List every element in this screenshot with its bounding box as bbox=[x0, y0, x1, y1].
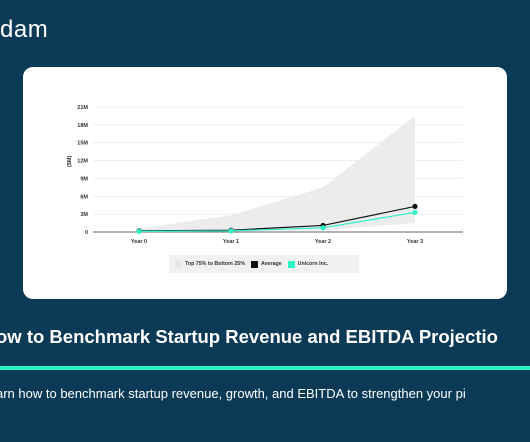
y-axis-label: ($M) bbox=[67, 156, 73, 167]
average-swatch bbox=[250, 260, 258, 268]
chart-legend: Top 75% to Bottom 25% Average Unicorn In… bbox=[169, 255, 359, 273]
x-tick-label: Year 3 bbox=[407, 239, 423, 245]
range-swatch bbox=[175, 260, 182, 268]
y-tick-label: 3M bbox=[80, 212, 88, 218]
x-tick-label: Year 2 bbox=[315, 239, 331, 245]
unicorn-swatch bbox=[287, 260, 295, 268]
page-title[interactable]: ow to Benchmark Startup Revenue and EBIT… bbox=[0, 326, 498, 347]
series-line-unicorn bbox=[138, 211, 416, 233]
x-tick-labels: Year 0 Year 1 Year 2 Year 3 bbox=[131, 239, 423, 245]
chart-series bbox=[136, 203, 418, 235]
page-subtitle: arn how to benchmark startup revenue, gr… bbox=[0, 386, 466, 401]
chart-grid bbox=[93, 106, 463, 233]
legend-item-average: Average bbox=[250, 260, 282, 268]
unicorn-point bbox=[136, 228, 142, 235]
legend-item-unicorn: Unicorn Inc. bbox=[287, 260, 329, 268]
y-tick-label: 15M bbox=[77, 141, 88, 147]
y-tick-label: 9M bbox=[80, 176, 88, 182]
y-tick-label: 6M bbox=[80, 194, 88, 200]
legend-label-average: Average bbox=[260, 261, 282, 267]
unicorn-point bbox=[228, 228, 234, 234]
unicorn-point bbox=[320, 225, 326, 231]
legend-label-range: Top 75% to Bottom 25% bbox=[185, 261, 245, 267]
accent-divider bbox=[0, 366, 530, 370]
y-tick-label: 21M bbox=[77, 105, 88, 111]
y-tick-label: 18M bbox=[77, 123, 88, 129]
legend-item-range: Top 75% to Bottom 25% bbox=[175, 260, 245, 268]
brand-logo[interactable]: dam bbox=[0, 16, 49, 43]
average-point bbox=[412, 203, 418, 210]
range-band bbox=[139, 115, 415, 232]
unicorn-point bbox=[412, 209, 418, 215]
x-tick-label: Year 0 bbox=[131, 239, 147, 245]
y-tick-label: 0 bbox=[85, 230, 88, 236]
y-tick-label: 12M bbox=[77, 159, 88, 165]
y-tick-labels: 0 3M 6M 9M 12M 15M 18M 21M bbox=[77, 105, 88, 236]
legend-label-unicorn: Unicorn Inc. bbox=[297, 261, 329, 267]
x-tick-label: Year 1 bbox=[223, 239, 239, 245]
chart-card: 0 3M 6M 9M 12M 15M 18M 21M ($M) Year 0 Year 1 Yea… bbox=[23, 67, 507, 299]
